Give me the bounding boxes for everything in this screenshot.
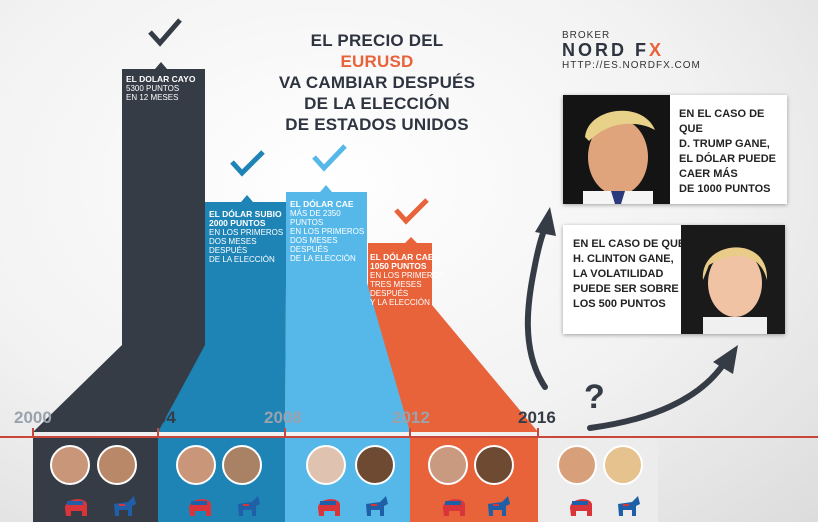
question-mark: ? (584, 378, 605, 416)
bar-2012 (368, 237, 432, 305)
bar-2004-base (158, 283, 286, 432)
clinton-portrait (681, 225, 785, 334)
trump-card: EN EL CASO DE QUE D. TRUMP GANE, EL DÓLA… (563, 95, 787, 204)
avatar (50, 445, 90, 485)
bar-2008-text: EL DÓLAR CAE MÁS DE 2350 PUNTOS EN LOS P… (290, 199, 365, 264)
broker-label: BROKER (562, 30, 611, 41)
avatar (603, 445, 643, 485)
avatar (474, 445, 514, 485)
avatar (557, 445, 597, 485)
trump-card-text: EN EL CASO DE QUE D. TRUMP GANE, EL DÓLA… (679, 108, 776, 195)
year-2016: 2016 (518, 408, 556, 427)
party-icons (65, 496, 640, 516)
check-icon (312, 144, 347, 172)
democrat-donkey-icon (488, 496, 510, 516)
broker-url[interactable]: HTTP://ES.NORDFX.COM (562, 60, 701, 71)
avatar (222, 445, 262, 485)
avatar (355, 445, 395, 485)
year-2004: 2004 (138, 408, 176, 427)
clinton-card: EN EL CASO DE QUE H. CLINTON GANE, LA VO… (563, 225, 785, 334)
democrat-donkey-icon (618, 496, 640, 516)
broker-logo: NORD FX (562, 40, 665, 60)
check-icon (148, 18, 182, 47)
republican-elephant-icon (189, 499, 211, 516)
bar-2000 (122, 62, 205, 345)
page-title: EL PRECIO DEL EURUSD VA CAMBIAR DESPUÉS … (278, 31, 476, 134)
republican-elephant-icon (443, 499, 465, 516)
check-icon (394, 198, 429, 225)
republican-elephant-icon (570, 499, 592, 516)
year-2008: 2008 (264, 408, 302, 427)
bar-2004-text: EL DÓLAR SUBIO 2000 PUNTOS EN LOS PRIMER… (209, 209, 284, 265)
avatar (428, 445, 468, 485)
trump-portrait (563, 95, 670, 204)
democrat-donkey-icon (238, 496, 260, 516)
bar-2000-base (33, 345, 205, 432)
bar-2012-text: EL DÓLAR CAE 1050 PUNTOS EN LOS PRIMEROS… (370, 252, 445, 308)
bar-2008 (286, 185, 367, 283)
check-icon (230, 150, 265, 177)
avatar (97, 445, 137, 485)
bar-2012-base (368, 305, 538, 432)
democrat-donkey-icon (114, 496, 136, 516)
republican-elephant-icon (318, 499, 340, 516)
bar-2008-base (285, 283, 410, 432)
curved-arrow-icon (587, 359, 728, 431)
clinton-card-text: EN EL CASO DE QUE H. CLINTON GANE, LA VO… (573, 238, 686, 310)
curved-arrow-icon (524, 225, 548, 390)
year-2012: 2012 (392, 408, 430, 427)
year-2000: 2000 (14, 408, 52, 427)
bar-2004 (205, 195, 286, 283)
democrat-donkey-icon (366, 496, 388, 516)
bar-2000-text: EL DOLAR CAYO 5300 PUNTOS EN 12 MESES (126, 74, 196, 103)
avatar (176, 445, 216, 485)
avatar (306, 445, 346, 485)
republican-elephant-icon (65, 499, 87, 516)
